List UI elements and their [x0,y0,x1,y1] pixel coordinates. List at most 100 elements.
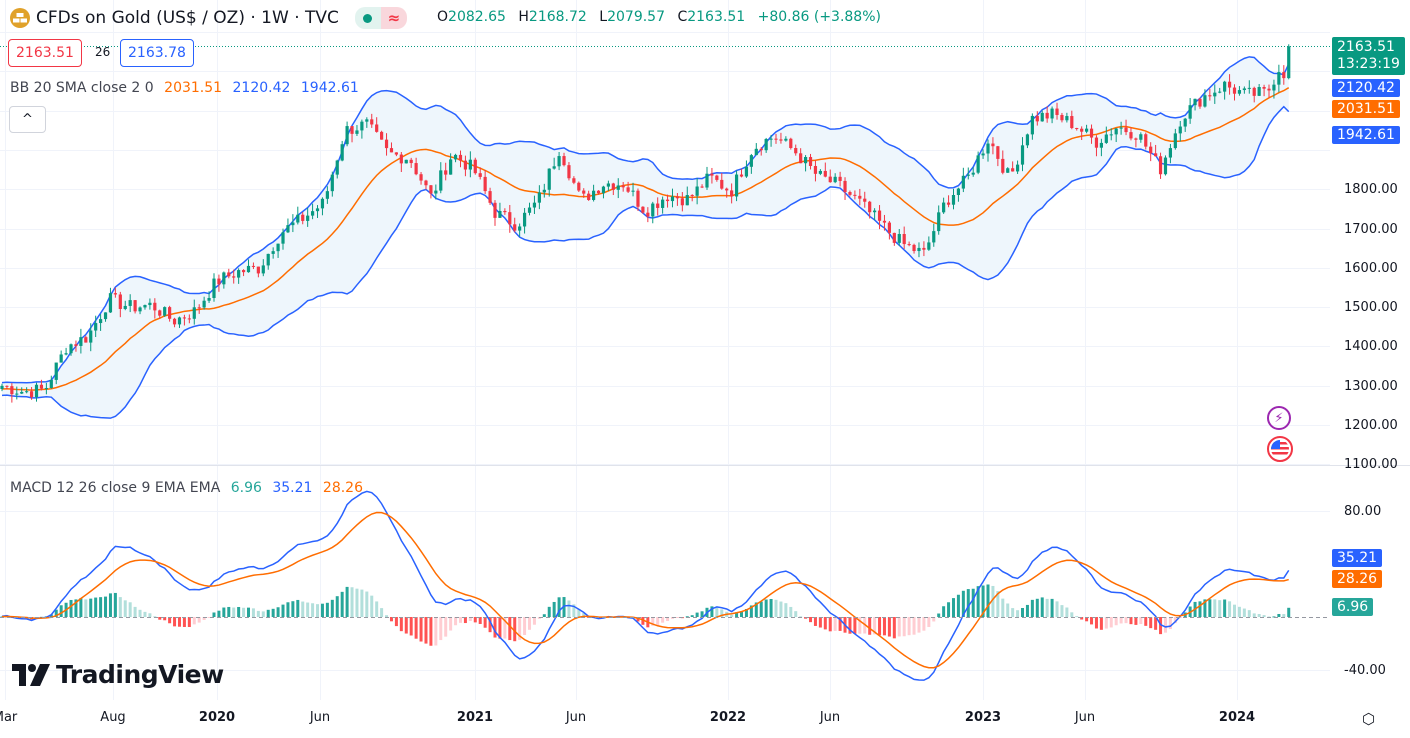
macd-histogram-bar [1159,617,1163,635]
candle [335,159,339,179]
candle-body [163,307,167,316]
symbol-title[interactable]: CFDs on Gold (US$ / OZ) · 1W · TVC [36,8,339,28]
candle-body [74,344,78,346]
candle [493,200,497,226]
candle-body [276,243,280,252]
macd-histogram-bar [296,599,300,617]
candle-body [1158,156,1163,175]
last-price-value: 2163.51 [1337,39,1395,55]
macd-histogram-bar [557,597,561,617]
candle-body [389,148,394,153]
candle [1252,86,1256,103]
macd-histogram-bar [882,617,886,636]
candle [1065,112,1069,123]
macd-histogram-bar [375,601,379,617]
bb-band-fill [2,56,1289,419]
macd-histogram-bar [449,617,453,631]
candle [1232,84,1237,101]
macd-histogram-bar [956,594,960,617]
candle-body [1109,134,1113,136]
candle [414,157,418,176]
last-price-tag: 2163.51 13:23:19 [1332,37,1405,75]
tradingview-logo[interactable]: TradingView [12,660,224,689]
candle-body [118,294,122,309]
candle [907,241,911,247]
candle [69,343,73,356]
candle-body [764,138,768,151]
macd-histogram-bar [84,599,88,617]
candle-body [1252,87,1256,96]
open-value: 2082.65 [448,9,506,25]
candle [375,117,379,133]
macd-histogram-bar [94,597,98,617]
macd-histogram-bar [197,617,201,623]
collapse-legend-button[interactable]: ^ [9,106,46,133]
candle [212,273,216,302]
candle-body [84,337,88,343]
macd-histogram-bar [444,617,448,637]
macd-histogram-bar [227,606,231,617]
macd-histogram-bar [1208,599,1212,617]
candle-body [547,168,551,190]
candle [1193,98,1197,111]
macd-pane [0,490,1291,681]
candle [823,162,827,178]
macd-histogram-bar [947,602,951,617]
macd-histogram-bar [675,617,679,618]
candle [818,169,822,176]
candle [34,382,39,402]
settings-gear-icon[interactable]: ⬡ [1362,710,1376,728]
market-status-pill[interactable]: ≈ [354,7,407,29]
candle-body [483,176,487,192]
candle [389,142,394,153]
macd-histogram-bar [1080,617,1084,620]
macd-histogram-bar [454,617,458,626]
candle [1119,121,1123,135]
candle-body [370,119,374,125]
macd-histogram-bar [720,609,724,617]
candle-body [951,194,956,205]
candle-body [858,195,862,199]
candle [887,220,891,240]
candle [1001,150,1005,175]
candle-body [241,270,246,273]
candle [138,306,142,315]
candle-body [1001,158,1005,173]
candle [813,160,818,182]
bb-basis-value: 2031.51 [164,80,223,96]
candle-body [399,154,403,164]
candle [1104,126,1108,144]
candle [690,194,694,202]
time-axis-label: 2020 [198,710,236,725]
us-flag-event-icon[interactable] [1267,436,1293,462]
macd-histogram-bar [1099,617,1103,630]
price-axis-label: 1800.00 [1344,181,1398,197]
candle-body [1119,127,1123,129]
candle-body [1144,134,1148,147]
buy-button[interactable]: 2163.78 [120,39,194,67]
macd-histogram-bar [1168,617,1172,630]
candle [217,274,221,292]
candle [1045,106,1049,123]
macd-legend[interactable]: MACD 12 26 close 9 EMA EMA 6.96 35.21 28… [10,480,363,496]
bb-legend[interactable]: BB 20 SMA close 2 0 2031.51 2120.42 1942… [10,80,359,96]
candle [927,236,931,251]
macd-histogram-bar [1228,601,1232,617]
tradingview-logo-icon [12,663,50,686]
candle [1050,106,1054,124]
candle-body [281,232,285,244]
candle [449,153,453,175]
macd-histogram-bar [1060,605,1064,617]
candle-body [946,202,951,205]
macd-histogram-bar [1134,617,1138,625]
macd-histogram-bar [907,617,911,636]
macd-histogram-bar [1021,608,1025,617]
candle-body [69,344,73,354]
candle-body [365,119,369,122]
lightning-event-icon[interactable]: ⚡ [1267,406,1291,430]
candle-body [887,222,891,233]
sell-button[interactable]: 2163.51 [8,39,82,67]
candle-body [29,391,34,398]
candle-body [301,214,305,221]
